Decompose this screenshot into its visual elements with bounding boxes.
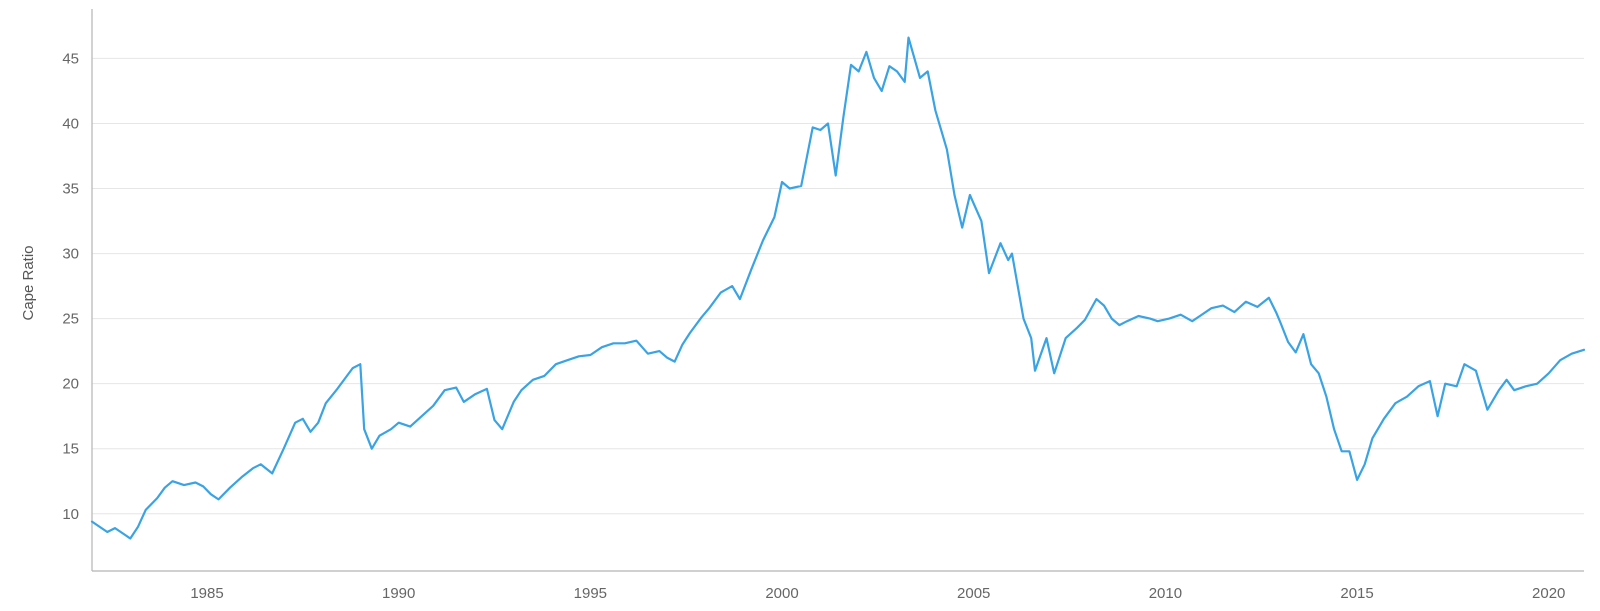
y-tick-label: 45 xyxy=(62,50,79,67)
y-tick-label: 15 xyxy=(62,441,79,458)
y-tick-label: 40 xyxy=(62,115,79,132)
x-tick-label: 1995 xyxy=(574,585,607,602)
x-tick-label: 1985 xyxy=(190,585,223,602)
y-axis-title: Cape Ratio xyxy=(20,245,37,320)
x-tick-label: 2020 xyxy=(1532,585,1565,602)
y-tick-labels: 10 15 20 25 30 35 40 45 xyxy=(62,50,79,522)
series-layer xyxy=(90,36,1586,540)
x-tick-label: 1990 xyxy=(382,585,415,602)
y-tick-label: 35 xyxy=(62,181,79,198)
y-tick-label: 30 xyxy=(62,246,79,263)
gridlines xyxy=(92,57,1584,515)
x-tick-label: 2005 xyxy=(957,585,990,602)
x-tick-label: 2010 xyxy=(1149,585,1182,602)
y-tick-label: 25 xyxy=(62,311,79,328)
x-tick-labels: 1985 1990 1995 2000 2005 2010 2015 2020 xyxy=(190,585,1565,602)
x-tick-label: 2015 xyxy=(1340,585,1373,602)
y-tick-label: 20 xyxy=(62,376,79,393)
series-line-0 xyxy=(90,36,1586,540)
x-tick-label: 2000 xyxy=(765,585,798,602)
y-tick-label: 10 xyxy=(62,506,79,523)
